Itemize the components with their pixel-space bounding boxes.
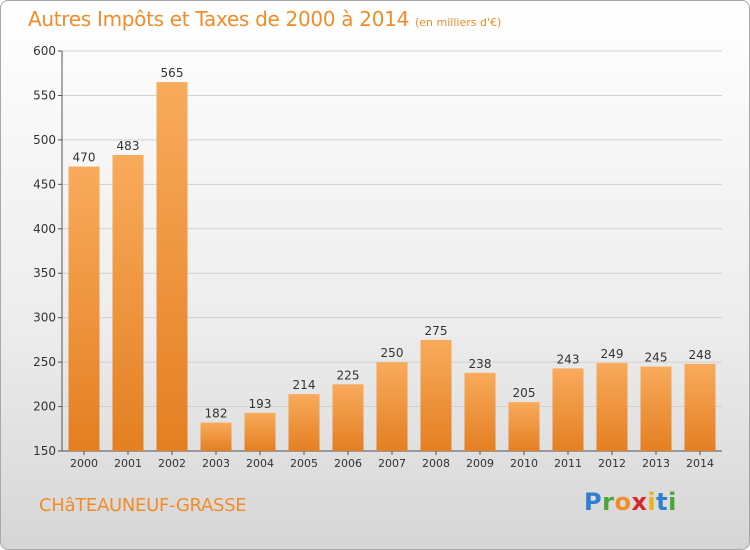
- bar-2005: [288, 394, 320, 451]
- x-tick-label-2004: 2004: [246, 457, 274, 470]
- logo-letter: r: [602, 488, 615, 516]
- x-tick-label-2002: 2002: [158, 457, 186, 470]
- x-tick-label-2014: 2014: [686, 457, 714, 470]
- data-label-2009: 238: [469, 357, 492, 371]
- chart-subtitle: (en milliers d'€): [415, 16, 502, 29]
- bar-2009: [464, 372, 496, 451]
- bar-2010: [508, 402, 540, 451]
- logo-letter: x: [631, 488, 648, 516]
- data-label-2005: 214: [293, 378, 316, 392]
- bar-2002: [156, 82, 188, 451]
- data-label-2012: 249: [601, 347, 624, 361]
- data-label-2002: 565: [161, 66, 184, 80]
- bar-2004: [244, 412, 276, 451]
- y-tick-label: 250: [33, 355, 56, 369]
- bar-2013: [640, 366, 672, 451]
- x-tick-label-2007: 2007: [378, 457, 406, 470]
- data-label-2010: 205: [513, 386, 536, 400]
- data-label-2013: 245: [645, 351, 668, 365]
- x-tick-label-2012: 2012: [598, 457, 626, 470]
- bars: [68, 82, 716, 452]
- chart-title: Autres Impôts et Taxes de 2000 à 2014 (en…: [28, 7, 501, 31]
- y-tick-label: 400: [33, 222, 56, 236]
- tick-labels: 150 200 250 300 350 400 450 500 550 600 2000 2001 20…: [33, 44, 714, 470]
- bar-2006: [332, 384, 364, 451]
- x-tick-label-2013: 2013: [642, 457, 670, 470]
- bar-2000: [68, 166, 100, 452]
- bar-2014: [684, 363, 716, 451]
- y-tick-label: 350: [33, 266, 56, 280]
- data-labels: 470 483 565 182 193 214 225 250 275 238 205 243 249 2…: [73, 66, 712, 420]
- x-tick-label-2008: 2008: [422, 457, 450, 470]
- logo-letter: i: [668, 488, 677, 516]
- data-label-2004: 193: [249, 397, 272, 411]
- bar-2008: [420, 339, 452, 451]
- data-label-2003: 182: [205, 407, 228, 421]
- data-label-2008: 275: [425, 324, 448, 338]
- data-label-2011: 243: [557, 352, 580, 366]
- x-tick-label-2000: 2000: [70, 457, 98, 470]
- bar-2003: [200, 422, 232, 451]
- y-tick-label: 500: [33, 133, 56, 147]
- logo-letter: P: [584, 488, 603, 516]
- logo-letter: i: [647, 488, 657, 516]
- logo-letter: o: [614, 488, 632, 516]
- bar-2001: [112, 155, 144, 451]
- y-tick-label: 450: [33, 177, 56, 191]
- bar-2012: [596, 363, 628, 451]
- x-tick-label-2009: 2009: [466, 457, 494, 470]
- x-tick-label-2006: 2006: [334, 457, 362, 470]
- chart-title-text: Autres Impôts et Taxes de 2000 à 2014: [28, 7, 409, 31]
- x-tick-label-2010: 2010: [510, 457, 538, 470]
- y-tick-label: 200: [33, 400, 56, 414]
- bar-2007: [376, 362, 408, 451]
- x-tick-label-2003: 2003: [202, 457, 230, 470]
- y-tick-label: 550: [33, 88, 56, 102]
- data-label-2006: 225: [337, 368, 360, 382]
- y-tick-label: 600: [33, 44, 56, 58]
- bar-2011: [552, 368, 584, 451]
- proxiti-logo: Proxiti: [584, 488, 677, 516]
- y-tick-label: 150: [33, 444, 56, 458]
- city-name: CHâTEAUNEUF-GRASSE: [39, 495, 247, 516]
- x-tick-label-2011: 2011: [554, 457, 582, 470]
- data-label-2014: 248: [689, 348, 712, 362]
- x-tick-label-2005: 2005: [290, 457, 318, 470]
- data-label-2000: 470: [73, 151, 96, 165]
- logo-letter: t: [656, 488, 669, 516]
- data-label-2001: 483: [117, 139, 140, 153]
- x-tick-label-2001: 2001: [114, 457, 142, 470]
- data-label-2007: 250: [381, 346, 404, 360]
- y-tick-label: 300: [33, 311, 56, 325]
